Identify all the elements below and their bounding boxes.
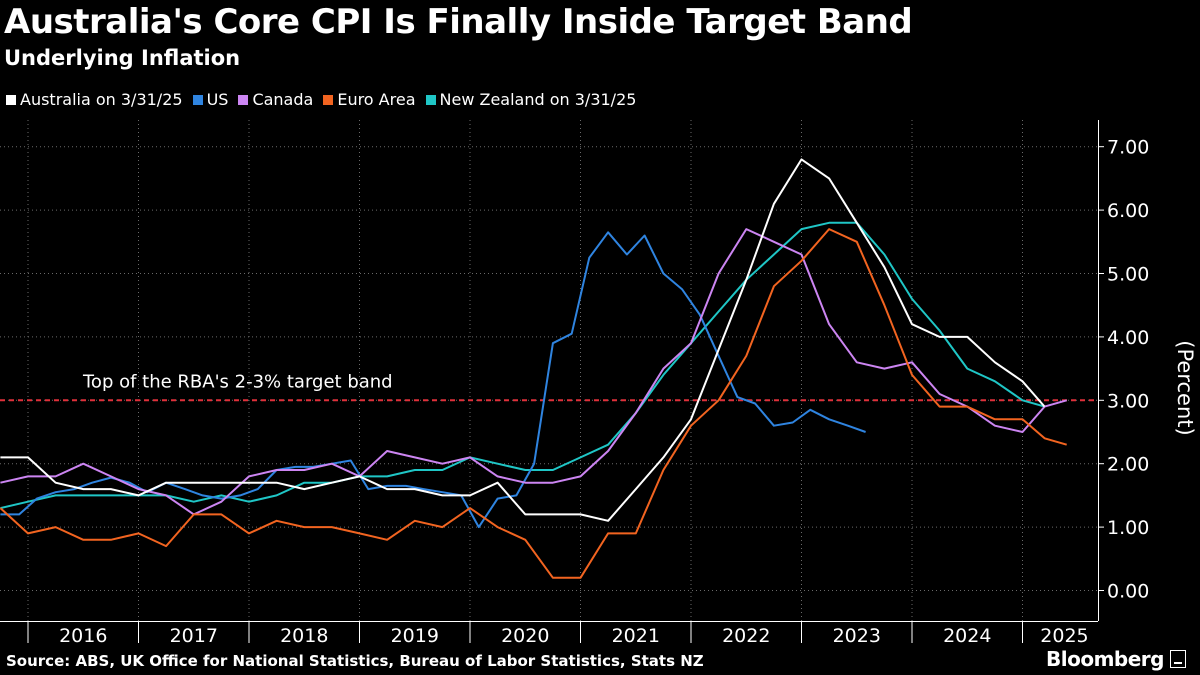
legend-item: New Zealand on 3/31/25 bbox=[425, 90, 637, 109]
x-tick-label: 2016 bbox=[59, 625, 107, 647]
x-tick-label: 2022 bbox=[722, 625, 770, 647]
y-tick-label: 5.00 bbox=[1107, 264, 1149, 286]
y-tick-label: 3.00 bbox=[1107, 390, 1149, 412]
source-note: Source: ABS, UK Office for National Stat… bbox=[6, 652, 704, 670]
x-tick-label: 2021 bbox=[612, 625, 660, 647]
legend-label: US bbox=[206, 90, 229, 109]
x-tick-label: 2023 bbox=[833, 625, 881, 647]
legend-item: Euro Area bbox=[323, 90, 416, 109]
legend-swatch bbox=[323, 94, 334, 105]
y-tick-label: 6.00 bbox=[1107, 200, 1149, 222]
chart-subtitle: Underlying Inflation bbox=[4, 46, 241, 70]
y-tick-label: 0.00 bbox=[1107, 581, 1149, 603]
y-tick-label: 4.00 bbox=[1107, 327, 1149, 349]
legend-label: Euro Area bbox=[337, 90, 416, 109]
legend-label: Australia on 3/31/25 bbox=[20, 90, 183, 109]
legend-swatch bbox=[425, 94, 436, 105]
legend-label: New Zealand on 3/31/25 bbox=[439, 90, 637, 109]
y-axis-label: (Percent) bbox=[1173, 340, 1197, 435]
legend-swatch bbox=[6, 94, 16, 105]
bloomberg-logo: Bloomberg bbox=[1046, 647, 1186, 671]
legend-item: Australia on 3/31/25 bbox=[6, 90, 183, 109]
chart-title: Australia's Core CPI Is Finally Inside T… bbox=[4, 2, 913, 42]
x-tick-label: 2020 bbox=[501, 625, 549, 647]
series-line-new-zealand-on-3-31-25 bbox=[0, 221, 1045, 510]
target-band-label: Top of the RBA's 2-3% target band bbox=[82, 371, 393, 392]
y-tick-label: 1.00 bbox=[1107, 517, 1149, 539]
brand-name: Bloomberg bbox=[1046, 647, 1164, 671]
series-line-canada bbox=[0, 228, 1067, 516]
x-tick-label: 2019 bbox=[391, 625, 439, 647]
x-tick-label: 2017 bbox=[170, 625, 218, 647]
legend-swatch bbox=[192, 94, 203, 105]
series-line-euro-area bbox=[0, 228, 1067, 579]
y-tick-label: 2.00 bbox=[1107, 454, 1149, 476]
series-line-australia-on-3-31-25 bbox=[0, 158, 1046, 522]
legend-item: Canada bbox=[238, 90, 313, 109]
x-tick-label: 2018 bbox=[280, 625, 328, 647]
terminal-icon bbox=[1169, 650, 1186, 668]
legend-swatch bbox=[238, 94, 249, 105]
y-tick-label: 7.00 bbox=[1107, 137, 1149, 159]
legend-item: US bbox=[192, 90, 229, 109]
x-tick-label: 2025 bbox=[1040, 625, 1088, 647]
legend-label: Canada bbox=[252, 90, 314, 109]
x-tick-label: 2024 bbox=[943, 625, 991, 647]
legend: Australia on 3/31/25 US Canada Euro Area New… bbox=[6, 90, 636, 109]
